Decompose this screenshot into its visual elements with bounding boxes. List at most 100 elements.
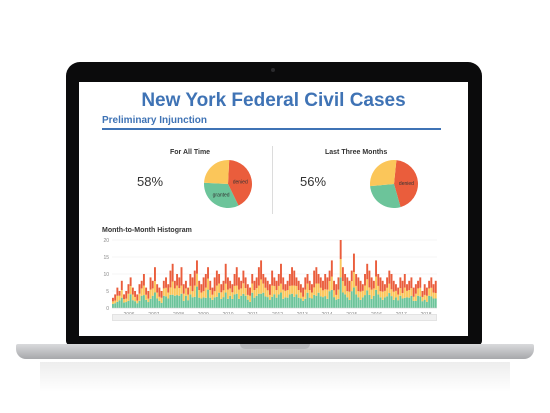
histogram-bar-other[interactable] [149,289,152,299]
histogram-bar-other[interactable] [189,285,192,295]
histogram-bar-denied[interactable] [414,284,417,294]
histogram-bar-granted[interactable] [213,297,216,308]
histogram-bar-denied[interactable] [198,280,201,291]
histogram-bar-denied[interactable] [112,297,114,302]
histogram-bar-other[interactable] [266,290,269,298]
pie-slice-granted[interactable] [370,184,401,208]
histogram-bar-granted[interactable] [156,298,159,308]
pie-slice-denied[interactable] [394,160,418,208]
histogram-bar-denied[interactable] [344,274,347,286]
histogram-bar-other[interactable] [187,294,190,301]
histogram-bar-granted[interactable] [366,290,369,308]
histogram-bar-other[interactable] [355,285,358,295]
histogram-bar-granted[interactable] [324,296,327,308]
histogram-bar-denied[interactable] [178,277,181,289]
histogram-bar-other[interactable] [330,276,333,290]
histogram-bar-granted[interactable] [397,300,400,308]
histogram-bar-denied[interactable] [200,284,203,293]
histogram-bar-other[interactable] [147,298,150,303]
histogram-bar-granted[interactable] [352,287,355,308]
histogram-bar-granted[interactable] [218,292,221,308]
histogram-bar-denied[interactable] [125,291,128,299]
histogram-bar-other[interactable] [273,285,276,295]
histogram-bar-denied[interactable] [187,287,190,295]
histogram-bar-other[interactable] [414,293,417,301]
histogram-bar-denied[interactable] [253,280,256,291]
histogram-bar-denied[interactable] [167,284,170,293]
histogram-bar-other[interactable] [193,285,196,297]
histogram-bar-granted[interactable] [421,301,424,308]
histogram-bar-granted[interactable] [193,296,196,308]
histogram-bar-granted[interactable] [173,295,176,308]
histogram-bar-denied[interactable] [302,287,305,297]
histogram-bar-other[interactable] [156,292,159,299]
histogram-bar-granted[interactable] [138,300,141,308]
histogram-bar-other[interactable] [372,288,375,296]
histogram-bar-granted[interactable] [123,302,125,308]
histogram-bar-denied[interactable] [368,270,371,288]
histogram-bar-other[interactable] [295,285,298,295]
histogram-bar-denied[interactable] [218,274,221,284]
histogram-bar-granted[interactable] [414,300,417,308]
histogram-bar-denied[interactable] [430,277,433,288]
histogram-bar-denied[interactable] [277,274,280,286]
histogram-bar-granted[interactable] [375,289,378,308]
histogram-bar-other[interactable] [218,283,221,293]
histogram-bar-granted[interactable] [171,294,174,308]
histogram-bar-denied[interactable] [211,287,214,295]
histogram-bar-denied[interactable] [419,277,422,288]
histogram-bar-granted[interactable] [425,301,428,308]
histogram-bar-granted[interactable] [207,289,209,308]
histogram-bar-other[interactable] [154,281,156,293]
histogram-bar-granted[interactable] [275,297,278,308]
histogram-bar-denied[interactable] [162,280,165,289]
histogram-bar-denied[interactable] [333,280,335,291]
histogram-bar-granted[interactable] [434,298,437,308]
histogram-bar-granted[interactable] [399,295,402,308]
histogram-bar-granted[interactable] [215,296,218,308]
histogram-bar-denied[interactable] [196,260,198,274]
histogram-bar-granted[interactable] [344,294,347,308]
histogram-bar-granted[interactable] [112,303,114,308]
histogram-bar-other[interactable] [308,290,311,298]
histogram-bar-granted[interactable] [313,294,316,308]
histogram-bar-other[interactable] [423,294,426,300]
histogram-bar-granted[interactable] [246,299,249,308]
histogram-bar-other[interactable] [370,289,373,299]
histogram-bar-other[interactable] [145,294,148,300]
histogram-bar-other[interactable] [200,292,203,299]
histogram-bar-denied[interactable] [388,270,391,284]
histogram-bar-denied[interactable] [293,270,296,286]
histogram-bar-other[interactable] [238,289,240,299]
histogram-bar-granted[interactable] [120,297,123,308]
histogram-bar-granted[interactable] [406,297,408,308]
histogram-bar-granted[interactable] [386,296,389,308]
histogram-bar-granted[interactable] [412,300,415,308]
histogram-bar-denied[interactable] [147,291,150,299]
histogram-bar-denied[interactable] [434,280,437,294]
histogram-bar-granted[interactable] [255,295,258,308]
histogram-bar-denied[interactable] [226,277,229,290]
histogram-bar-denied[interactable] [238,277,240,290]
histogram-bar-other[interactable] [178,288,181,296]
histogram-bar-other[interactable] [196,273,198,287]
histogram-bar-other[interactable] [246,294,249,300]
histogram-bar-other[interactable] [123,299,125,303]
histogram-bar-granted[interactable] [162,295,165,308]
histogram-bar-other[interactable] [399,288,402,296]
histogram-bar-granted[interactable] [222,297,225,308]
histogram-bar-granted[interactable] [268,299,271,308]
histogram-bar-granted[interactable] [293,296,296,308]
histogram-bar-other[interactable] [410,288,413,296]
histogram-bar-denied[interactable] [266,280,269,291]
histogram-bar-denied[interactable] [160,291,163,298]
histogram-bar-other[interactable] [383,290,386,298]
histogram-bar-granted[interactable] [180,293,183,308]
histogram-bar-denied[interactable] [138,284,141,294]
histogram-bar-other[interactable] [348,291,351,300]
histogram-bar-other[interactable] [257,285,260,294]
pie-slice-granted[interactable] [204,182,239,208]
histogram-bar-granted[interactable] [326,298,329,308]
histogram-bar-other[interactable] [310,292,313,299]
histogram-bar-granted[interactable] [198,297,201,308]
